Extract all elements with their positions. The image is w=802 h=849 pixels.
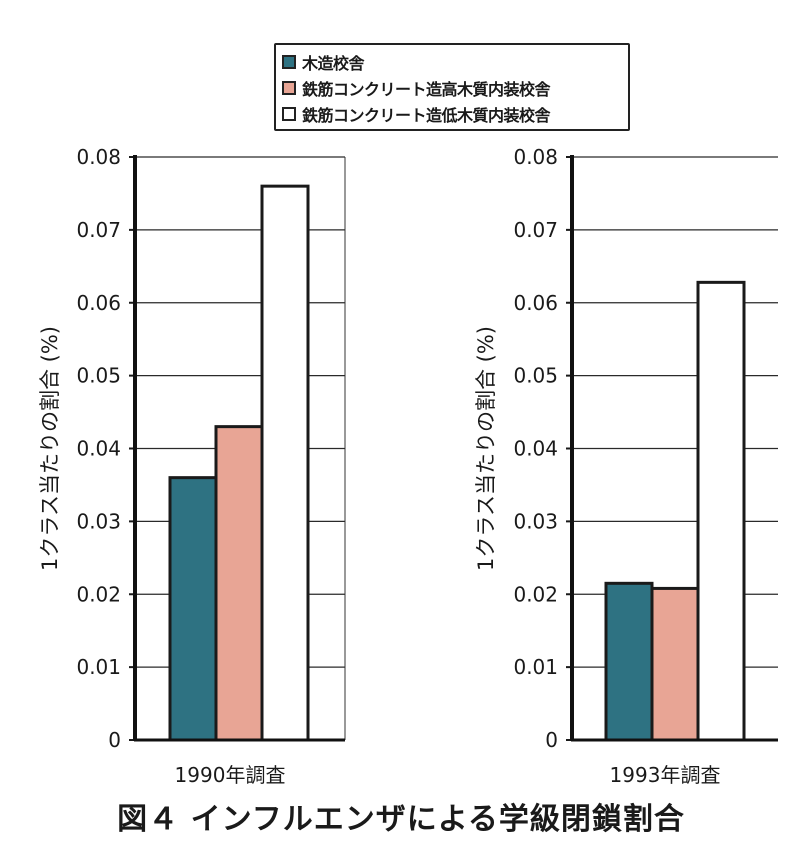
y-tick-label: 0.07 <box>513 218 558 242</box>
y-tick-label: 0.06 <box>513 291 558 315</box>
y-tick-label: 0.02 <box>76 582 121 606</box>
legend-swatch <box>282 81 296 95</box>
y-tick-label: 0.03 <box>76 509 121 533</box>
y-axis-label: 1クラス当たりの割合 (%) <box>474 326 498 571</box>
y-tick-label: 0.05 <box>76 364 121 388</box>
y-tick-label: 0.06 <box>76 291 121 315</box>
y-axis-label: 1クラス当たりの割合 (%) <box>38 326 62 571</box>
bar <box>214 425 264 742</box>
legend-label: 木造校舎 <box>302 54 365 73</box>
legend-item-wood: 木造校舎 <box>282 49 365 75</box>
legend-swatch <box>282 107 296 121</box>
legend-item-rc-low-wood: 鉄筋コンクリート造低木質内装校舎 <box>282 101 551 127</box>
y-tick-label: 0.01 <box>513 655 558 679</box>
y-tick-label: 0.02 <box>513 582 558 606</box>
y-tick-label: 0.01 <box>76 655 121 679</box>
y-tick-label: 0 <box>108 728 121 752</box>
y-tick-label: 0.03 <box>513 509 558 533</box>
y-tick-label: 0.07 <box>76 218 121 242</box>
legend-label: 鉄筋コンクリート造低木質内装校舎 <box>302 106 551 125</box>
y-tick-label: 0 <box>545 728 558 752</box>
x-axis-label: 1990年調査 <box>175 763 286 787</box>
bar <box>696 280 746 742</box>
bar <box>260 184 310 742</box>
legend-label: 鉄筋コンクリート造高木質内装校舎 <box>302 80 551 99</box>
legend-swatch <box>282 55 296 69</box>
y-tick-label: 0.08 <box>76 145 121 169</box>
y-tick-label: 0.05 <box>513 364 558 388</box>
x-axis-label: 1993年調査 <box>610 763 721 787</box>
figure-caption: 図４ インフルエンザによる学級閉鎖割合 <box>117 802 685 837</box>
y-tick-label: 0.04 <box>513 437 558 461</box>
legend-item-rc-high-wood: 鉄筋コンクリート造高木質内装校舎 <box>282 75 551 101</box>
bar <box>604 581 654 742</box>
y-tick-label: 0.08 <box>513 145 558 169</box>
y-tick-label: 0.04 <box>76 437 121 461</box>
legend: 木造校舎 鉄筋コンクリート造高木質内装校舎 鉄筋コンクリート造低木質内装校舎 <box>274 43 630 131</box>
bar <box>650 586 700 742</box>
